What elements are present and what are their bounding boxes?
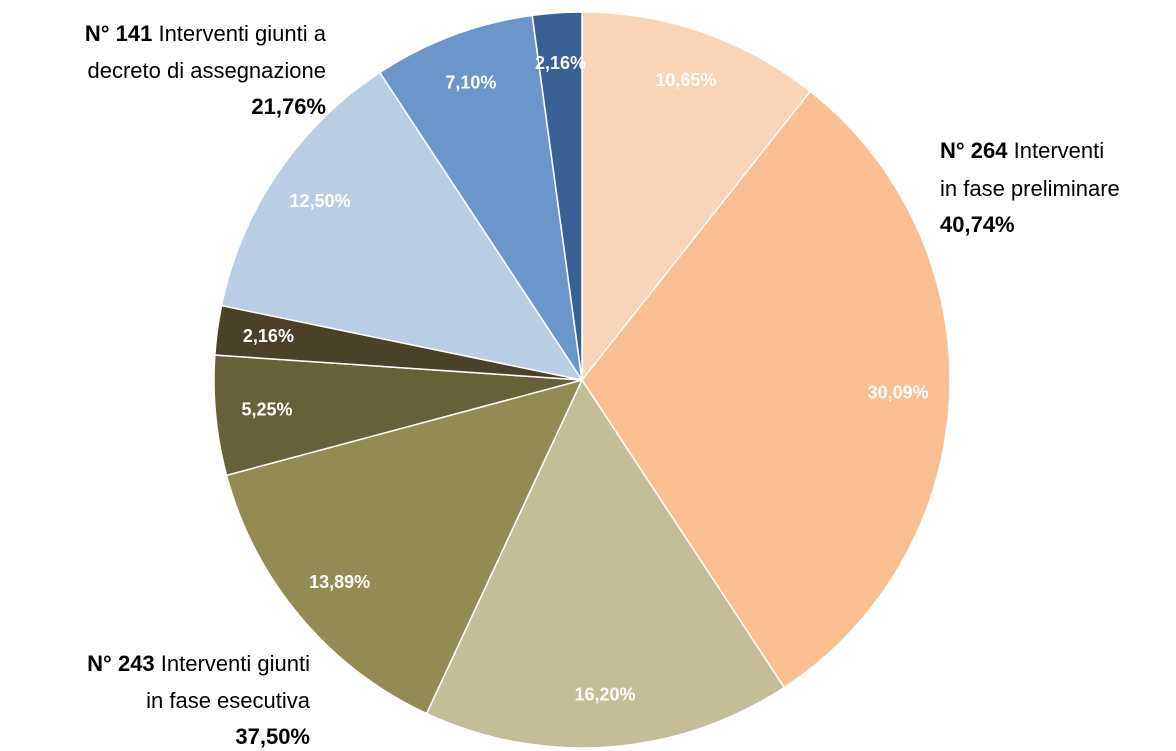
pie-slice	[581, 11, 812, 383]
slice-label: 16,20%	[575, 684, 636, 704]
annotation-number: N° 141	[85, 21, 153, 46]
pie	[213, 11, 951, 749]
slice-label: 10,65%	[655, 70, 716, 90]
annotation-percent: 40,74%	[940, 212, 1015, 237]
annotation-percent: 37,50%	[235, 724, 310, 749]
annotation-percent: 21,76%	[251, 94, 326, 119]
slice-label: 13,89%	[309, 572, 370, 592]
slice-label: 30,09%	[868, 383, 929, 403]
annotation-text: in fase preliminare	[940, 176, 1120, 201]
annotation-text: in fase esecutiva	[146, 688, 311, 713]
annotation-text: Interventi	[1014, 138, 1105, 163]
annotation: N° 141 Interventi giunti a	[85, 21, 327, 46]
pie-slice	[531, 11, 583, 381]
annotation: N° 243 Interventi giunti	[87, 651, 310, 676]
annotation-text: Interventi giunti	[161, 651, 310, 676]
annotation: N° 264 Interventi	[940, 138, 1104, 163]
slice-label: 7,10%	[445, 72, 496, 92]
pie-slice	[581, 90, 951, 689]
slice-label: 12,50%	[290, 191, 351, 211]
slice-label: 5,25%	[241, 399, 292, 419]
slice-labels: 10,65% 30,09% 16,20% 13,89% 5,25% 2,16% 12,50%…	[241, 53, 928, 704]
annotation-text: Interventi giunti a	[158, 21, 326, 46]
slice-label: 2,16%	[535, 53, 586, 73]
pie-slice	[225, 378, 584, 715]
pie-slice	[220, 71, 584, 382]
slice-label: 2,16%	[243, 326, 294, 346]
annotation-text: decreto di assegnazione	[88, 58, 327, 83]
annotation-number: N° 264	[940, 138, 1008, 163]
pie-slice	[378, 14, 583, 381]
annotation-number: N° 243	[87, 651, 155, 676]
pie-slice	[425, 378, 786, 749]
